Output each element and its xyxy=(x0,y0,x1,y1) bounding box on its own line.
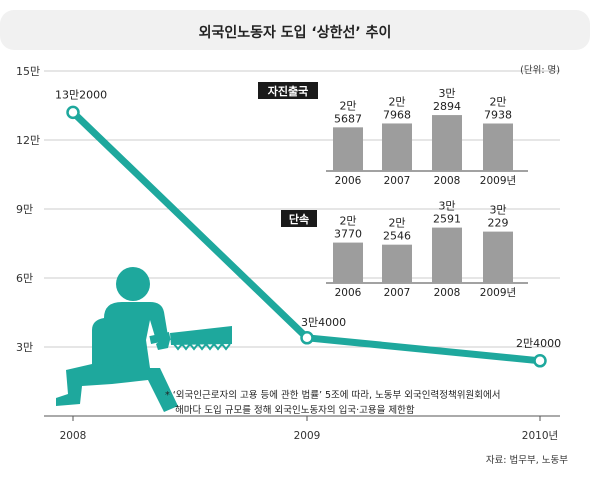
series-points xyxy=(66,105,547,368)
inset-title-tag xyxy=(281,210,317,227)
bar xyxy=(483,231,513,283)
point-value-label: 13만2000 xyxy=(55,88,107,101)
bar-value-label-top: 2만 xyxy=(339,215,356,228)
bar-category-label: 2006 xyxy=(335,287,362,299)
bar-value-label-top: 2만 xyxy=(339,99,356,112)
y-axis-ticks: 3만 6만 9만 12만 15만 xyxy=(16,65,40,354)
bar-category-label: 2008 xyxy=(434,175,461,187)
bar-value-label-top: 3만 xyxy=(489,204,506,217)
worker-saw-icon xyxy=(56,267,232,412)
inset-title: 단속 xyxy=(289,212,309,226)
bar xyxy=(432,115,462,171)
bar-value-label-bottom: 2894 xyxy=(433,100,461,113)
bar-value-label-bottom: 2591 xyxy=(433,213,461,226)
bar xyxy=(382,244,412,283)
inset-crackdown: 단속 2만377020062만254620073만259120083만229200… xyxy=(281,200,528,299)
bar xyxy=(333,127,363,171)
inset-voluntary-departure: 자진출국2만568720062만796820073만289420082만7938… xyxy=(258,82,528,187)
bar-value-label-top: 3만 xyxy=(438,200,455,213)
data-point xyxy=(66,105,80,120)
bar xyxy=(333,242,363,283)
y-tick-label: 15만 xyxy=(16,65,40,78)
footnote-line-1: * ‘외국인근로자의 고용 등에 관한 법률’ 5조에 따라, 노동부 외국인력… xyxy=(165,389,500,401)
bar xyxy=(483,123,513,171)
bar-value-label-top: 2만 xyxy=(388,95,405,108)
bar-category-label: 2008 xyxy=(434,287,461,299)
bar xyxy=(382,123,412,171)
x-tick-label: 2010년 xyxy=(522,430,558,442)
bar-value-label-bottom: 3770 xyxy=(334,228,362,241)
bar xyxy=(432,227,462,283)
chart-title: 외국인노동자 도입 ‘상한선’ 추이 xyxy=(199,24,392,41)
bar-value-label-bottom: 2546 xyxy=(383,230,411,243)
data-point xyxy=(533,354,547,368)
x-tick-label: 2009 xyxy=(294,430,321,442)
data-point xyxy=(300,331,314,345)
inset-title-tag xyxy=(258,82,318,99)
y-tick-label: 9만 xyxy=(16,203,33,216)
bar-value-label-bottom: 5687 xyxy=(334,112,362,125)
y-tick-label: 6만 xyxy=(16,272,33,285)
bar-category-label: 2007 xyxy=(384,175,411,187)
bar-value-label-top: 3만 xyxy=(438,87,455,100)
y-tick-label: 12만 xyxy=(16,134,40,147)
source-label: 자료: 법무부, 노동부 xyxy=(486,455,568,466)
bar-category-label: 2007 xyxy=(384,287,411,299)
point-value-label: 3만4000 xyxy=(301,316,346,329)
grid xyxy=(44,70,560,348)
bar-value-label-bottom: 229 xyxy=(488,217,509,230)
bar-value-label-bottom: 7968 xyxy=(383,108,411,121)
bar-value-label-top: 2만 xyxy=(388,217,405,230)
point-labels: 13만2000 3만4000 2만4000 xyxy=(55,88,561,349)
footnote-line-2: 해마다 도입 규모를 정해 외국인노동자의 입국·고용을 제한함 xyxy=(175,404,415,416)
bar-category-label: 2009년 xyxy=(480,175,516,187)
inset-title: 자진출국 xyxy=(268,84,308,98)
bar-value-label-top: 2만 xyxy=(489,96,506,109)
bar-category-label: 2009년 xyxy=(480,287,516,299)
header-band xyxy=(0,10,590,50)
x-tick-label: 2008 xyxy=(60,430,87,442)
bar-category-label: 2006 xyxy=(335,175,362,187)
unit-label: (단위: 명) xyxy=(520,64,560,76)
bar-value-label-bottom: 7938 xyxy=(484,109,512,122)
point-value-label: 2만4000 xyxy=(516,337,561,350)
y-tick-label: 3만 xyxy=(16,341,33,354)
x-axis-ticks: 2008 2009 2010년 xyxy=(60,416,558,442)
